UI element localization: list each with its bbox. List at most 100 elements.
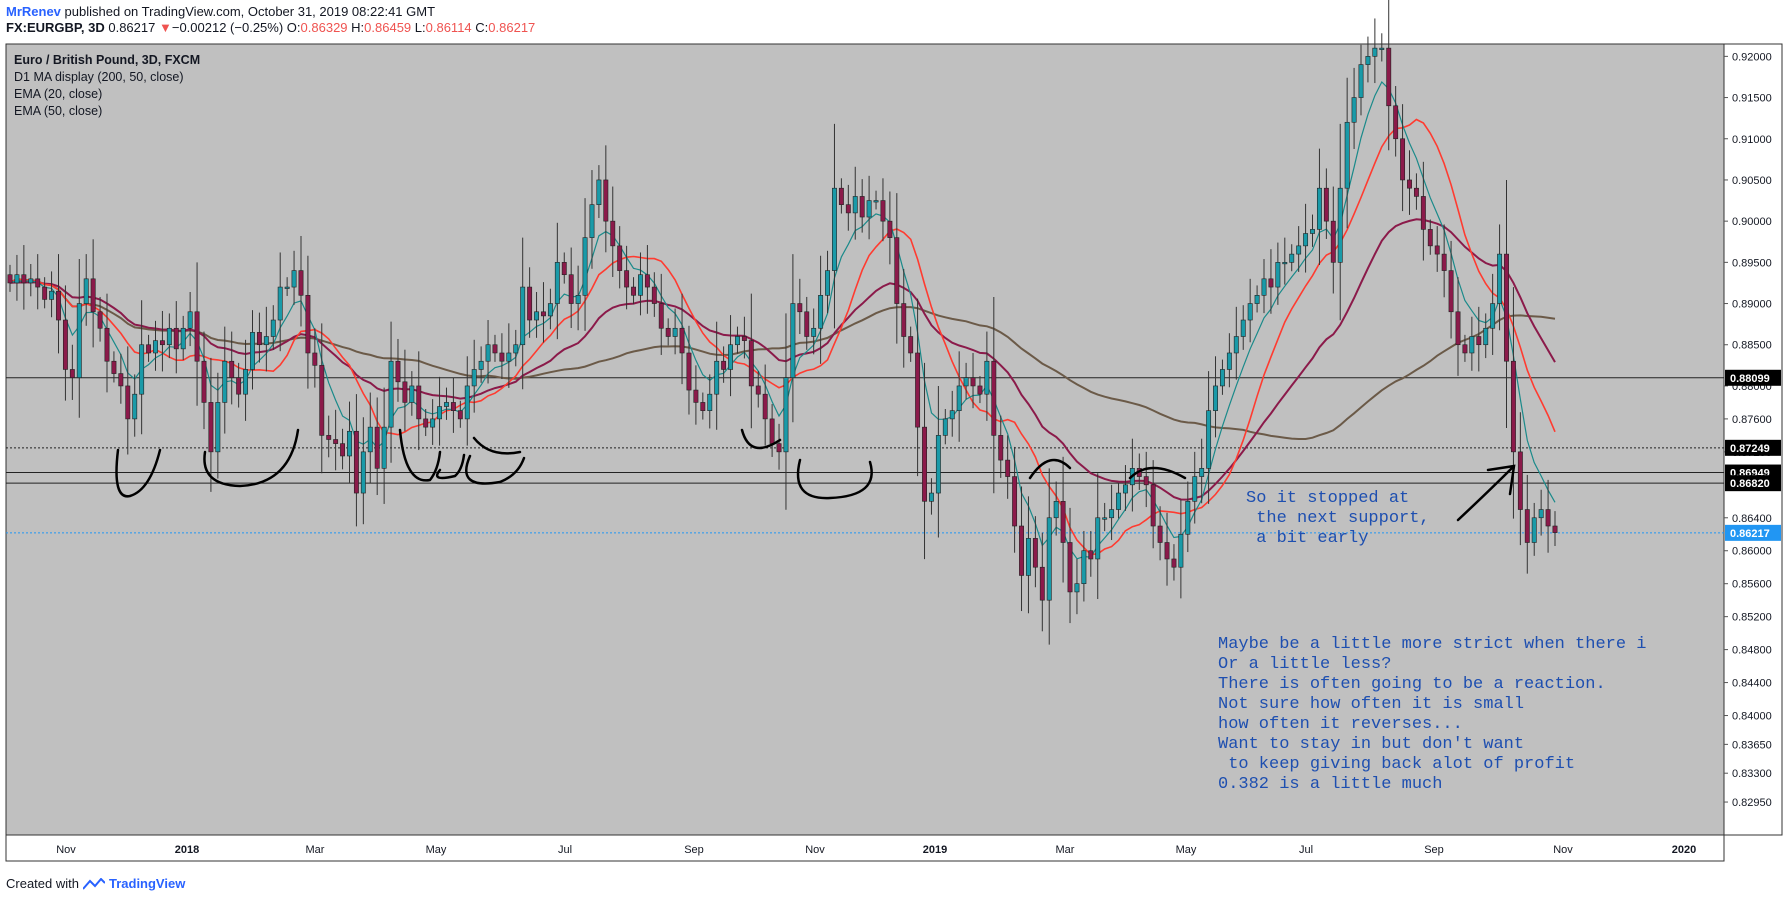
candle-down xyxy=(686,352,692,391)
price-level-badge-label: 0.88099 xyxy=(1730,373,1770,385)
tradingview-logo-icon xyxy=(82,877,105,890)
candle-up xyxy=(132,393,138,420)
candle-down xyxy=(1441,253,1447,271)
candle-down xyxy=(125,385,131,420)
candle-down xyxy=(229,360,235,379)
candle-down xyxy=(755,385,761,395)
open-value: 0.86329 xyxy=(300,20,348,35)
candle-up xyxy=(1344,121,1350,189)
candle-up xyxy=(935,435,941,494)
candle-up xyxy=(547,303,553,317)
legend-ma-display[interactable]: D1 MA display (200, 50, close) xyxy=(14,70,184,84)
candle-down xyxy=(1171,558,1177,568)
candle-up xyxy=(1199,468,1205,477)
candle-down xyxy=(1150,484,1156,527)
footer: Created with TradingView xyxy=(6,876,185,891)
candle-down xyxy=(1039,566,1045,601)
candle-down xyxy=(173,327,179,350)
candle-down xyxy=(208,402,214,453)
candle-down xyxy=(201,360,207,403)
ohlc-line: FX:EURGBP, 3D 0.86217 ▼−0.00212 (−0.25%)… xyxy=(6,20,535,36)
high-value: 0.86459 xyxy=(364,20,412,35)
author-link[interactable]: MrRenev xyxy=(6,4,61,19)
price-tick-label: 0.89500 xyxy=(1732,257,1772,269)
candle-up xyxy=(1351,97,1357,123)
published-text: published on TradingView.com, October 31… xyxy=(64,4,436,19)
candle-up xyxy=(1213,385,1218,411)
time-tick-label: Sep xyxy=(684,844,704,856)
legend-ema-20[interactable]: EMA (20, close) xyxy=(14,87,102,101)
price-tick-label: 0.85600 xyxy=(1732,579,1772,591)
time-axis[interactable] xyxy=(5,834,1725,862)
candle-down xyxy=(908,336,914,354)
candle-down xyxy=(457,410,463,420)
candle-up xyxy=(714,360,720,395)
candle-up xyxy=(1109,509,1115,519)
price-tick-label: 0.91500 xyxy=(1732,93,1772,105)
arrow-drawing xyxy=(1486,464,1516,496)
candle-up xyxy=(1261,278,1267,296)
candle-up xyxy=(83,278,89,304)
candle-up xyxy=(513,344,519,354)
candle-down xyxy=(194,311,200,362)
legend-ema-50[interactable]: EMA (50, close) xyxy=(14,104,102,118)
note2-line: how often it reverses... xyxy=(1218,715,1463,734)
candle-up xyxy=(409,385,415,403)
price-level-badge xyxy=(1725,524,1781,541)
candle-up xyxy=(1531,517,1537,543)
tradingview-brand-link[interactable]: TradingView xyxy=(108,876,186,891)
candles-layer xyxy=(7,0,1558,645)
symbol-label[interactable]: FX:EURGBP, 3D xyxy=(6,20,105,35)
high-label: H: xyxy=(351,20,365,35)
candle-up xyxy=(1490,303,1496,329)
candle-down xyxy=(797,303,803,313)
candle-up xyxy=(1074,583,1080,593)
candle-down xyxy=(1164,542,1170,560)
candle-up xyxy=(388,360,394,428)
candle-down xyxy=(651,286,657,304)
candle-up xyxy=(1095,517,1101,560)
arc-drawing xyxy=(472,436,522,455)
price-tick-label: 0.83650 xyxy=(1732,739,1772,751)
candle-up xyxy=(187,311,193,329)
candle-up xyxy=(735,336,740,346)
candle-up xyxy=(825,270,830,296)
note2-line: to keep giving back alot of profit xyxy=(1218,755,1575,774)
price-axis-labels: 0.92000 0.91500 0.91000 0.90500 0.90000 0.895… xyxy=(1724,51,1781,809)
time-axis-labels: Nov 2018 Mar May Jul Sep Nov 2019 Mar May Jul Sep No… xyxy=(56,844,1696,856)
candle-down xyxy=(97,311,103,329)
note2-line: 0.382 is a little much xyxy=(1218,775,1442,794)
candle-down xyxy=(353,430,359,494)
candle-down xyxy=(256,332,262,346)
candle-down xyxy=(991,360,997,436)
candle-up xyxy=(437,406,442,420)
annotation-note-1: So it stopped at the next support, a bit… xyxy=(1246,489,1430,548)
candle-down xyxy=(333,439,339,444)
candle-down xyxy=(1427,229,1433,247)
candle-up xyxy=(534,311,539,321)
candle-up xyxy=(14,274,20,284)
candle-down xyxy=(894,237,900,304)
legend-title[interactable]: Euro / British Pound, 3D, FXCM xyxy=(14,53,200,67)
candle-down xyxy=(1434,245,1440,255)
price-level-badge-label: 0.86820 xyxy=(1730,478,1770,490)
candle-up xyxy=(270,319,276,337)
candle-up xyxy=(1282,262,1288,265)
indicator-legend: Euro / British Pound, 3D, FXCM D1 MA dis… xyxy=(14,53,200,118)
candle-down xyxy=(450,402,456,411)
price-tick-label: 0.90000 xyxy=(1732,216,1772,228)
chart-plot-area[interactable] xyxy=(5,43,1725,836)
candle-up xyxy=(263,336,269,346)
candle-up xyxy=(1240,319,1246,337)
candle-down xyxy=(1386,47,1392,107)
candle-up xyxy=(76,303,82,379)
candle-down xyxy=(1323,187,1329,222)
candle-up xyxy=(1289,253,1295,263)
candle-up xyxy=(284,286,290,289)
price-axis[interactable] xyxy=(1723,43,1783,836)
candle-down xyxy=(1552,525,1558,533)
candle-down xyxy=(423,418,429,428)
candle-up xyxy=(215,402,221,453)
candle-down xyxy=(1545,509,1551,527)
